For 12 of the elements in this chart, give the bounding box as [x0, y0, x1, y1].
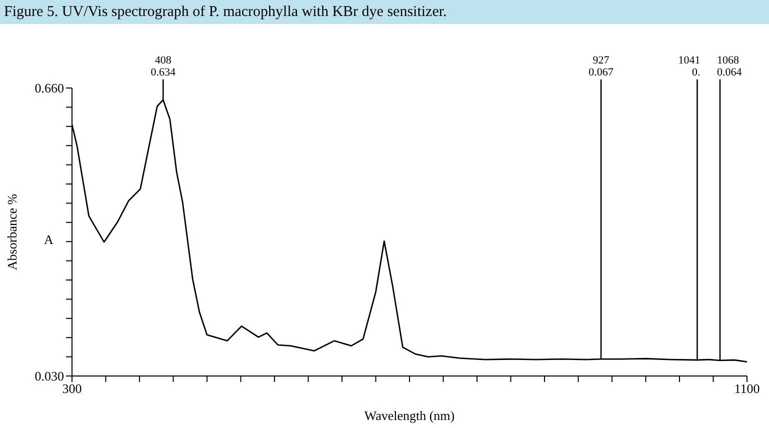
x-tick-label: 300 [62, 381, 82, 396]
x-tick-label: 1100 [734, 381, 760, 396]
text: A [44, 232, 54, 248]
y-axis-title: Absorbance % [4, 194, 20, 270]
y-tick-label: 0.030 [34, 368, 64, 384]
chart-title: Figure 5. UV/Vis spectrograph of P. macrophylla with KBr dye sensitizer. [0, 0, 769, 24]
annotation: 1041 0. [678, 54, 700, 78]
annotation: 927 0.067 [588, 54, 614, 78]
y-tick-label: 0.660 [34, 80, 64, 96]
x-axis-title: Wavelength (nm) [364, 408, 455, 423]
annotation: 1068 0.064 [717, 54, 742, 78]
annotation: 408 0.634 [150, 54, 176, 78]
